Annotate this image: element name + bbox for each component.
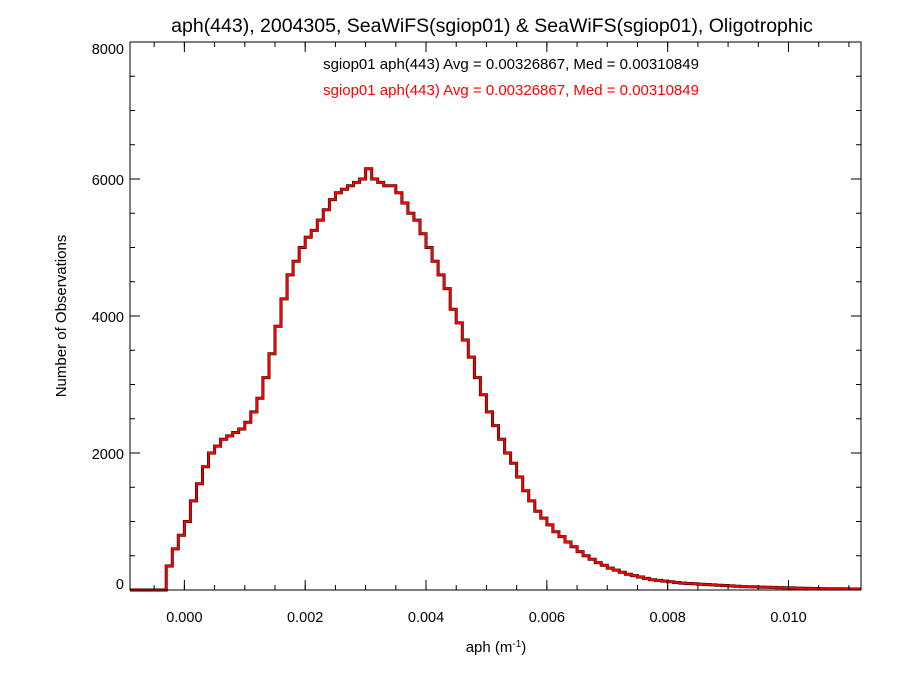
x-axis-label-superscript: -1 bbox=[512, 639, 521, 650]
x-tick-label: 0.010 bbox=[770, 610, 806, 626]
y-tick-label: 2000 bbox=[92, 447, 124, 463]
x-tick-label: 0.006 bbox=[529, 610, 565, 626]
y-axis-label: Number of Observations bbox=[53, 235, 70, 398]
x-tick-label: 0.004 bbox=[408, 610, 444, 626]
x-tick-label: 0.000 bbox=[166, 610, 202, 626]
y-tick-label: 6000 bbox=[92, 173, 124, 189]
series-0-back-line bbox=[130, 167, 861, 592]
y-tick-label: 4000 bbox=[92, 310, 124, 326]
x-axis-label-text: aph (m bbox=[466, 639, 513, 656]
plot-frame bbox=[129, 41, 862, 591]
y-tick-label: 8000 bbox=[92, 42, 124, 58]
x-tick-label: 0.008 bbox=[650, 610, 686, 626]
ticks-layer: 0.000 0.002 0.004 0.006 0.008 0.010 0 2000 4000 6… bbox=[92, 41, 861, 626]
x-axis-label: aph (m-1) bbox=[466, 639, 527, 657]
x-tick-label: 0.002 bbox=[287, 610, 323, 626]
x-axis-label-close: ) bbox=[521, 639, 526, 656]
series-layer bbox=[130, 167, 861, 592]
chart-title: aph(443), 2004305, SeaWiFS(sgiop01) & Se… bbox=[171, 15, 813, 37]
annotation-0: sgiop01 aph(443) Avg = 0.00326867, Med =… bbox=[323, 56, 699, 73]
series-0-line bbox=[130, 167, 861, 591]
y-tick-label: 0 bbox=[116, 577, 124, 593]
plot-area: 0.000 0.002 0.004 0.006 0.008 0.010 0 2000 4000 6… bbox=[92, 41, 862, 626]
annotation-1: sgiop01 aph(443) Avg = 0.00326867, Med =… bbox=[323, 82, 699, 99]
annotations-layer: sgiop01 aph(443) Avg = 0.00326867, Med =… bbox=[323, 56, 699, 99]
